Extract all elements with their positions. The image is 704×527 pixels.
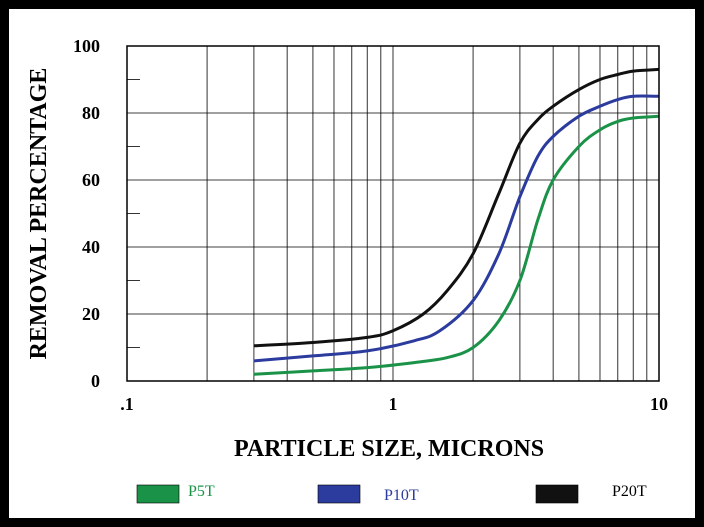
grid-lines: [127, 46, 659, 381]
y-tick-label: 100: [73, 36, 100, 56]
x-tick-label: 10: [650, 394, 668, 414]
x-tick-label: 1: [389, 394, 398, 414]
x-tick-labels: .1 1 10: [120, 394, 668, 414]
legend-swatch-p10t: [317, 484, 361, 504]
legend-swatch-p5t: [136, 484, 180, 504]
series-line-p10t: [253, 94, 660, 363]
y-tick-labels: 0 20 40 60 80 100: [73, 36, 100, 391]
y-axis-title: REMOVAL PERCENTAGE: [26, 68, 52, 360]
x-axis-title: PARTICLE SIZE, MICRONS: [234, 436, 544, 462]
legend-label-p10t: P10T: [384, 487, 419, 504]
legend: P5T P10T P20T: [136, 483, 647, 504]
y-tick-label: 0: [91, 371, 100, 391]
y-tick-label: 60: [82, 170, 100, 190]
legend-label-p5t: P5T: [188, 483, 215, 500]
plot-border: [126, 45, 660, 382]
series-line-p20t: [253, 67, 660, 348]
y-tick-label: 40: [82, 237, 100, 257]
y-tick-label: 80: [82, 103, 100, 123]
y-tick-label: 20: [82, 304, 100, 324]
legend-label-p20t: P20T: [612, 483, 647, 500]
series-line-p5t: [253, 114, 660, 376]
legend-swatch-p20t: [535, 484, 579, 504]
x-tick-label: .1: [120, 394, 134, 414]
series-lines: [253, 67, 660, 376]
